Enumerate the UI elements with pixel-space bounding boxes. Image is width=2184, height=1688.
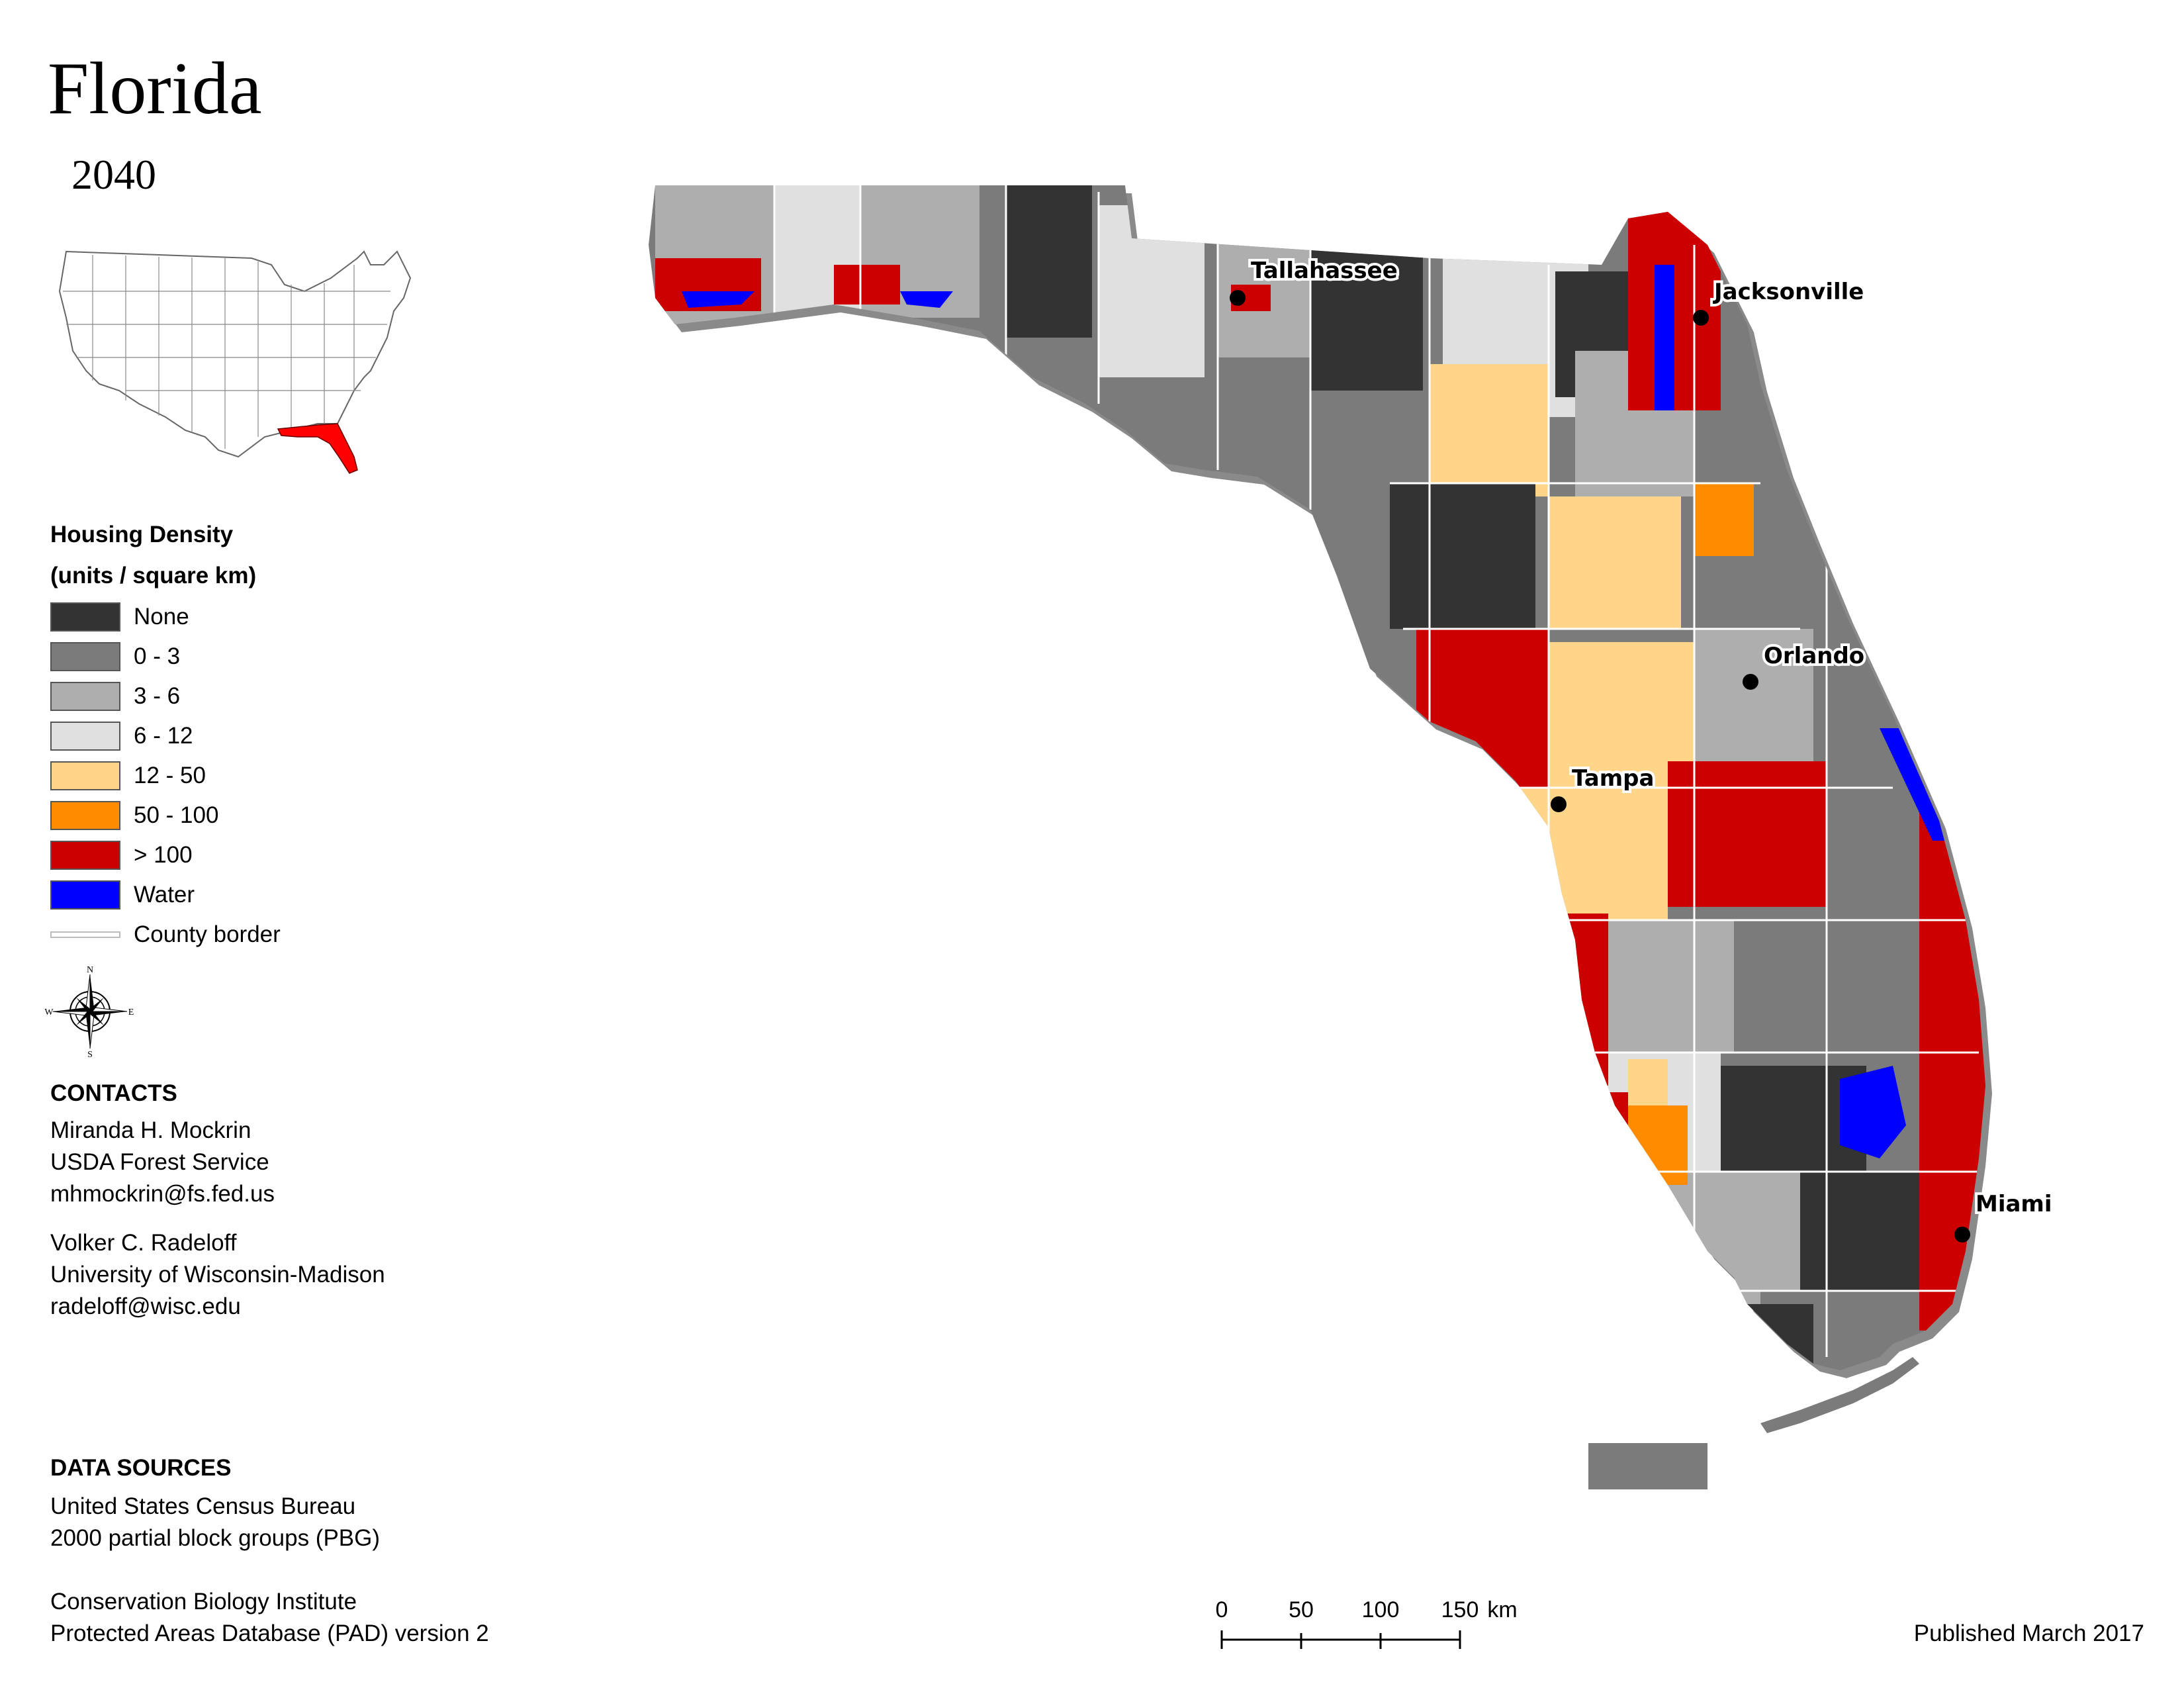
florida-highlight <box>277 423 358 474</box>
contact-email[interactable]: radeloff@wisc.edu <box>50 1293 241 1319</box>
data-sources-heading: DATA SOURCES <box>50 1455 232 1481</box>
us-locator-inset <box>58 250 412 474</box>
legend-label: Water <box>134 882 195 908</box>
legend-subheading: (units / square km) <box>50 563 257 588</box>
contact-org: University of Wisconsin-Madison <box>50 1262 385 1288</box>
map-year: 2040 <box>71 151 156 198</box>
legend-item-water: Water <box>50 880 381 911</box>
legend-swatch <box>50 880 120 910</box>
legend-label: 0 - 3 <box>134 643 181 669</box>
compass-w: W <box>44 1008 54 1017</box>
county-border-swatch <box>50 931 120 938</box>
legend-item-12-50: 12 - 50 <box>50 761 381 792</box>
city-label: Tampa <box>1572 765 1654 792</box>
contact-2: Volker C. Radeloff University of Wiscons… <box>50 1227 385 1323</box>
compass-e: E <box>128 1008 134 1017</box>
legend-heading: Housing Density <box>50 522 234 547</box>
legend-label: 12 - 50 <box>134 763 206 788</box>
legend-label: 6 - 12 <box>134 723 193 749</box>
legend-item-6-12: 6 - 12 <box>50 722 381 752</box>
city-orlando: Orlando <box>1743 640 1867 690</box>
contact-email[interactable]: mhmockrin@fs.fed.us <box>50 1181 275 1207</box>
city-label: Tallahassee <box>1251 258 1398 284</box>
legend-item-over-100: > 100 <box>50 841 381 871</box>
key-west <box>1588 1443 1707 1489</box>
legend-item-0-3: 0 - 3 <box>50 642 381 673</box>
legend-label: None <box>134 604 189 630</box>
legend-swatch <box>50 761 120 790</box>
county-borders <box>773 185 1979 1357</box>
legend-item-50-100: 50 - 100 <box>50 801 381 831</box>
data-source-line: 2000 partial block groups (PBG) <box>50 1525 381 1551</box>
city-label: Jacksonville <box>1713 279 1864 305</box>
legend-swatch <box>50 682 120 711</box>
scale-tick-label: 100 <box>1362 1597 1400 1622</box>
city-miami: Miami <box>1954 1188 2052 1243</box>
legend-label: 3 - 6 <box>134 683 181 709</box>
city-tampa: Tampa <box>1551 763 1657 812</box>
legend-swatch <box>50 602 120 632</box>
legend-swatch <box>50 642 120 671</box>
scale-tick-label: 150 <box>1441 1597 1479 1622</box>
compass-s: S <box>87 1050 93 1058</box>
contact-name: Miranda H. Mockrin <box>50 1117 251 1143</box>
data-source-line: Protected Areas Database (PAD) version 2 <box>50 1620 489 1646</box>
city-label: Miami <box>1976 1191 2052 1217</box>
scale-tick-label: 50 <box>1289 1597 1314 1622</box>
data-source-line: United States Census Bureau <box>50 1493 356 1519</box>
florida-housing-density-map: Tallahassee Jacksonville Orlando Tampa M… <box>649 185 2052 1489</box>
scale-tick-label: 0 <box>1216 1597 1228 1622</box>
legend-swatch <box>50 722 120 751</box>
city-label: Orlando <box>1764 643 1864 669</box>
scale-bar: 0 50 100 150 km <box>1216 1597 1518 1649</box>
scale-unit: km <box>1487 1597 1517 1622</box>
legend-swatch <box>50 841 120 870</box>
data-source-line: Conservation Biology Institute <box>50 1589 357 1615</box>
contact-org: USDA Forest Service <box>50 1149 269 1175</box>
florida-keys <box>1760 1357 1919 1433</box>
city-jacksonville: Jacksonville <box>1693 276 1866 326</box>
data-source-census: United States Census Bureau 2000 partial… <box>50 1491 380 1554</box>
scale-line <box>1220 1630 1461 1649</box>
legend-label: 50 - 100 <box>134 802 219 828</box>
legend-item-none: None <box>50 602 381 633</box>
map-title: Florida <box>48 48 262 130</box>
us-outline <box>58 250 412 458</box>
legend-swatch <box>50 801 120 830</box>
data-source-pad: Conservation Biology Institute Protected… <box>50 1586 489 1650</box>
legend-label: > 100 <box>134 842 193 868</box>
compass-n: N <box>87 965 93 975</box>
legend-label: County border <box>134 921 281 947</box>
contact-1: Miranda H. Mockrin USDA Forest Service m… <box>50 1115 275 1210</box>
state-lines <box>63 255 390 449</box>
contact-name: Volker C. Radeloff <box>50 1230 237 1256</box>
published-date: Published March 2017 <box>1913 1620 2144 1646</box>
legend-item-county-border: County border <box>50 920 381 951</box>
city-tallahassee: Tallahassee <box>1230 255 1400 306</box>
contacts-heading: CONTACTS <box>50 1080 177 1106</box>
density-fill <box>649 185 1985 1370</box>
compass-rose-icon: N S E W <box>44 965 134 1058</box>
legend-item-3-6: 3 - 6 <box>50 682 381 712</box>
